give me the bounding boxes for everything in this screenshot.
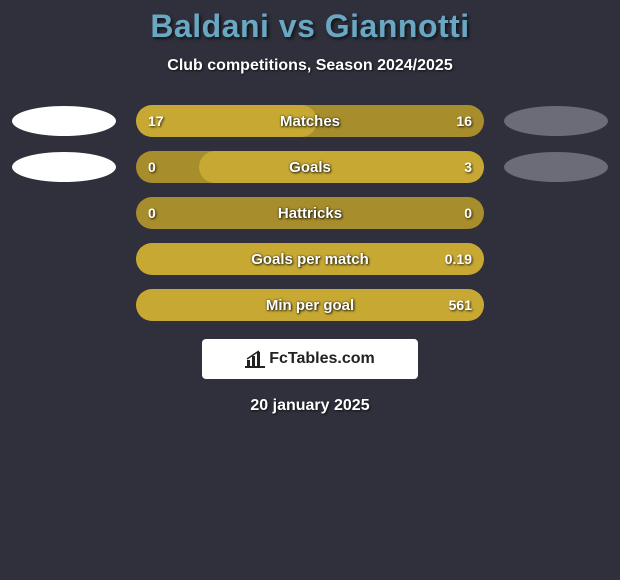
spacer — [504, 290, 608, 320]
stat-label: Hattricks — [136, 197, 484, 229]
stat-row: 561Min per goal — [0, 289, 620, 321]
page-title: Baldani vs Giannotti — [0, 8, 620, 45]
subtitle: Club competitions, Season 2024/2025 — [0, 57, 620, 75]
player1-badge — [12, 152, 116, 182]
spacer — [504, 244, 608, 274]
logo-text: FcTables.com — [269, 350, 375, 368]
bar-chart-icon — [245, 350, 265, 368]
stats-rows: 1716Matches 03Goals 00Hattricks 0.19Goals p… — [0, 105, 620, 321]
stat-label: Goals per match — [136, 243, 484, 275]
stat-label: Min per goal — [136, 289, 484, 321]
player1-badge — [12, 106, 116, 136]
stat-label: Matches — [136, 105, 484, 137]
player2-name: Giannotti — [325, 8, 470, 44]
vs-text: vs — [279, 8, 316, 44]
stat-row: 1716Matches — [0, 105, 620, 137]
stat-label: Goals — [136, 151, 484, 183]
comparison-widget: Baldani vs Giannotti Club competitions, … — [0, 0, 620, 415]
spacer — [504, 198, 608, 228]
player2-badge — [504, 106, 608, 136]
spacer — [12, 244, 116, 274]
stat-bar: 0.19Goals per match — [136, 243, 484, 275]
stat-bar: 561Min per goal — [136, 289, 484, 321]
stat-row: 03Goals — [0, 151, 620, 183]
spacer — [12, 290, 116, 320]
stat-bar: 1716Matches — [136, 105, 484, 137]
date-label: 20 january 2025 — [0, 397, 620, 415]
stat-row: 0.19Goals per match — [0, 243, 620, 275]
stat-row: 00Hattricks — [0, 197, 620, 229]
stat-bar: 00Hattricks — [136, 197, 484, 229]
fctables-logo[interactable]: FcTables.com — [202, 339, 418, 379]
player1-name: Baldani — [150, 8, 269, 44]
stat-bar: 03Goals — [136, 151, 484, 183]
player2-badge — [504, 152, 608, 182]
spacer — [12, 198, 116, 228]
